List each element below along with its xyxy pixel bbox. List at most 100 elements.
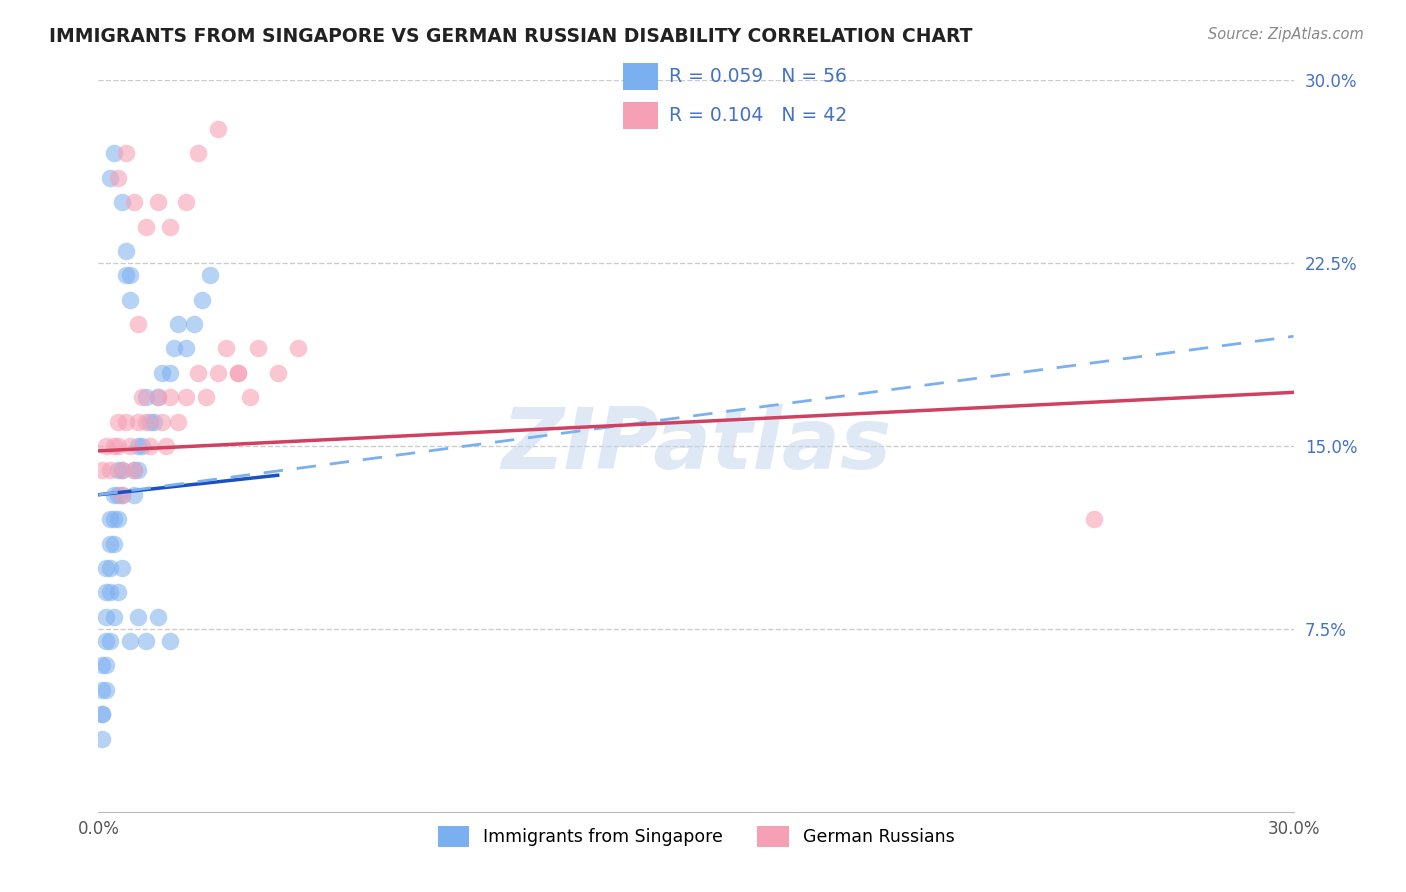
Point (96, 658, 118, 673)
Text: Source: ZipAtlas.com: Source: ZipAtlas.com (1208, 27, 1364, 42)
Point (155, 439, 177, 453)
Point (143, 415, 166, 429)
Point (98, 536, 122, 550)
Point (148, 195, 170, 210)
Point (127, 439, 149, 453)
Point (98, 512, 122, 526)
Point (98, 585, 122, 599)
Point (187, 366, 209, 380)
Point (115, 146, 138, 161)
Point (91, 707, 114, 722)
Point (115, 268, 138, 283)
Point (207, 366, 229, 380)
Point (107, 170, 129, 185)
Point (107, 439, 129, 453)
Point (91, 731, 114, 746)
Point (167, 415, 190, 429)
Point (1083, 512, 1105, 526)
Point (98, 561, 122, 575)
Point (96, 682, 118, 697)
Point (148, 609, 170, 624)
Point (127, 463, 149, 477)
Point (246, 342, 269, 356)
Point (107, 415, 129, 429)
Point (124, 195, 146, 210)
Point (120, 439, 142, 453)
Point (103, 439, 125, 453)
Point (174, 195, 197, 210)
Point (120, 634, 142, 648)
Point (107, 488, 129, 502)
Bar (623, 62, 658, 90)
Point (124, 488, 146, 502)
Point (111, 463, 134, 477)
Text: IMMIGRANTS FROM SINGAPORE VS GERMAN RUSSIAN DISABILITY CORRELATION CHART: IMMIGRANTS FROM SINGAPORE VS GERMAN RUSS… (49, 27, 973, 45)
Point (163, 342, 186, 356)
Point (135, 390, 157, 404)
Point (183, 317, 205, 331)
Point (103, 146, 125, 161)
Text: ZIPatlas: ZIPatlas (501, 404, 891, 488)
Point (107, 463, 129, 477)
Point (111, 488, 134, 502)
Point (131, 439, 153, 453)
Point (198, 268, 221, 283)
Point (91, 658, 114, 673)
Point (159, 219, 181, 234)
Point (124, 463, 146, 477)
Point (150, 415, 173, 429)
Point (267, 366, 290, 380)
Point (167, 317, 190, 331)
Point (111, 195, 134, 210)
Point (107, 512, 129, 526)
Point (124, 463, 146, 477)
Point (103, 536, 125, 550)
Point (159, 366, 181, 380)
Point (111, 463, 134, 477)
Point (96, 609, 118, 624)
Legend: Immigrants from Singapore, German Russians: Immigrants from Singapore, German Russia… (430, 819, 962, 855)
Point (135, 634, 157, 648)
Point (127, 415, 149, 429)
Point (150, 366, 173, 380)
Point (91, 682, 114, 697)
Point (139, 439, 162, 453)
Point (115, 244, 138, 258)
Point (174, 342, 197, 356)
Point (135, 219, 157, 234)
Point (91, 707, 114, 722)
Point (120, 268, 142, 283)
Point (103, 488, 125, 502)
Point (226, 366, 249, 380)
Point (139, 415, 162, 429)
Point (96, 561, 118, 575)
Point (96, 585, 118, 599)
Point (191, 293, 214, 307)
Point (207, 122, 229, 136)
Point (287, 342, 309, 356)
Point (159, 634, 181, 648)
Point (127, 317, 149, 331)
Point (96, 634, 118, 648)
Bar (623, 102, 658, 129)
Point (174, 390, 197, 404)
Point (215, 342, 238, 356)
Point (127, 609, 149, 624)
Point (98, 463, 122, 477)
Point (91, 463, 114, 477)
Text: R = 0.059   N = 56: R = 0.059 N = 56 (669, 67, 848, 86)
Point (120, 293, 142, 307)
Point (187, 146, 209, 161)
Point (115, 415, 138, 429)
Point (111, 488, 134, 502)
Point (103, 609, 125, 624)
Point (195, 390, 218, 404)
Point (111, 561, 134, 575)
Point (239, 390, 262, 404)
Point (148, 390, 170, 404)
Point (131, 390, 153, 404)
Point (226, 366, 249, 380)
Point (98, 170, 122, 185)
Text: R = 0.104   N = 42: R = 0.104 N = 42 (669, 106, 848, 125)
Point (107, 585, 129, 599)
